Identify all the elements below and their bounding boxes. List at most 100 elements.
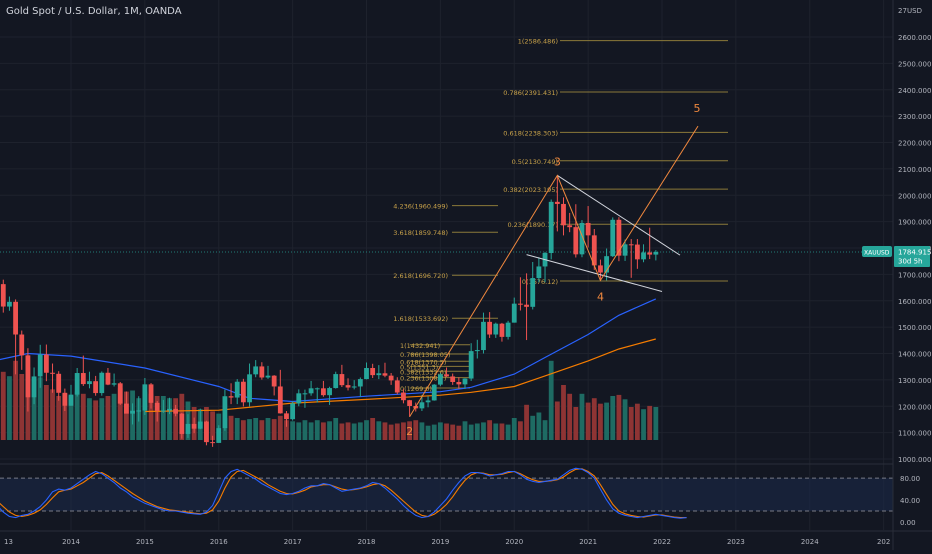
candle-body: [93, 381, 99, 394]
volume-bar: [511, 418, 517, 440]
candle-body: [308, 388, 314, 394]
volume-bar: [357, 422, 363, 440]
volume-bar: [240, 420, 246, 440]
candle-body: [25, 355, 31, 398]
time-tick-label: 2018: [358, 538, 376, 546]
price-tick-label: 1200.000: [898, 403, 931, 411]
candle-body: [117, 383, 123, 404]
candle-body: [499, 323, 505, 337]
candle-body: [87, 381, 92, 385]
candle-body: [13, 301, 18, 335]
fib-level-label: 0.786(2391.431): [503, 89, 558, 97]
candle-body: [382, 373, 388, 376]
fib-lower-label: 0.786(1398.05): [400, 351, 451, 359]
symbol-tag-label: XAUUSD: [864, 249, 890, 256]
volume-bar: [253, 418, 259, 440]
channel-lower-line: [526, 254, 663, 293]
candle-body: [259, 366, 265, 378]
candle-body: [505, 322, 511, 337]
fib-lower-label: 0(1269.0): [400, 385, 432, 393]
candle-body: [604, 256, 609, 273]
volume-bar: [524, 404, 529, 440]
time-tick-label: 2022: [653, 538, 671, 546]
fib-ext-label: 3.618(1859.748): [393, 229, 448, 237]
volume-bar: [284, 420, 289, 440]
price-tick-label: 2100.000: [898, 166, 931, 174]
price-tick-label: 1700.000: [898, 271, 931, 279]
volume-bar: [62, 393, 68, 440]
candle-body: [253, 366, 259, 375]
fib-level-label: 0.618(2238.303): [503, 129, 558, 137]
volume-bar: [160, 396, 166, 440]
volume-bar: [308, 422, 314, 440]
time-tick-label: 2014: [62, 538, 80, 546]
price-tick-label: 2200.000: [898, 140, 931, 148]
stoch-k-line: [0, 467, 687, 519]
volume-bar: [647, 405, 653, 440]
fib-level-label: 0.382(2023.195): [503, 186, 558, 194]
candle-body: [598, 265, 603, 273]
channel-upper-line: [557, 175, 681, 256]
fib-lower-label: 0.382(1332.6): [400, 368, 446, 376]
candle-body: [431, 384, 437, 401]
candle-body: [228, 396, 234, 398]
price-tick-label: 1900.000: [898, 219, 931, 227]
stoch-d-line: [0, 468, 687, 519]
candle-body: [222, 396, 228, 429]
volume-bar: [388, 424, 394, 440]
candle-body: [345, 385, 351, 388]
volume-bar: [148, 393, 154, 440]
candle-body: [524, 304, 529, 307]
price-tick-label: 1300.000: [898, 377, 931, 385]
elliott-wave-label: 4: [597, 290, 604, 303]
candle-body: [474, 350, 480, 352]
elliott-wave-label: 5: [694, 102, 701, 115]
fib-lower-label: 0.236(1308.7): [400, 375, 446, 383]
volume-bar: [302, 420, 308, 440]
candle-body: [530, 278, 536, 307]
candle-body: [456, 381, 462, 385]
candle-body: [284, 413, 289, 420]
candle-body: [216, 428, 222, 443]
time-tick-label: 2016: [210, 538, 228, 546]
volume-bar: [536, 412, 542, 440]
volume-bar: [314, 420, 320, 440]
candle-body: [518, 303, 523, 305]
candle-body: [179, 413, 185, 434]
candle-body: [277, 386, 283, 414]
candle-body: [37, 354, 43, 377]
candle-body: [160, 410, 166, 412]
current-price-label: 1784.915: [898, 248, 931, 256]
price-axis-currency: USD: [907, 7, 922, 15]
stoch-tick-label: 80.00: [900, 475, 920, 483]
candle-body: [493, 323, 499, 335]
candle-body: [191, 423, 197, 429]
volume-bar: [173, 398, 179, 440]
volume-bar: [622, 399, 628, 440]
candle-body: [462, 378, 468, 385]
volume-bar: [327, 421, 332, 440]
fib-ext-label: 1.618(1533.692): [393, 315, 448, 323]
candle-body: [634, 244, 640, 260]
candle-body: [370, 368, 376, 376]
candle-body: [364, 368, 369, 380]
candle-body: [628, 244, 634, 246]
volume-bar: [499, 423, 505, 440]
candle-body: [290, 403, 296, 420]
elliott-wave-label: 3: [554, 155, 561, 168]
time-tick-label: 2024: [801, 538, 819, 546]
time-tick-label: 2023: [727, 538, 745, 546]
candle-body: [450, 376, 456, 382]
time-tick-label: 2017: [284, 538, 302, 546]
candle-body: [561, 203, 566, 226]
time-tick-label: 2020: [505, 538, 523, 546]
candle-body: [240, 381, 246, 403]
candle-body: [487, 321, 493, 335]
volume-bar: [561, 385, 566, 440]
volume-bar: [296, 422, 302, 440]
candle-body: [511, 303, 517, 323]
volume-bar: [87, 398, 92, 440]
fib-lower-label: 0.618(1370.5): [400, 358, 446, 366]
volume-bar: [228, 415, 234, 440]
